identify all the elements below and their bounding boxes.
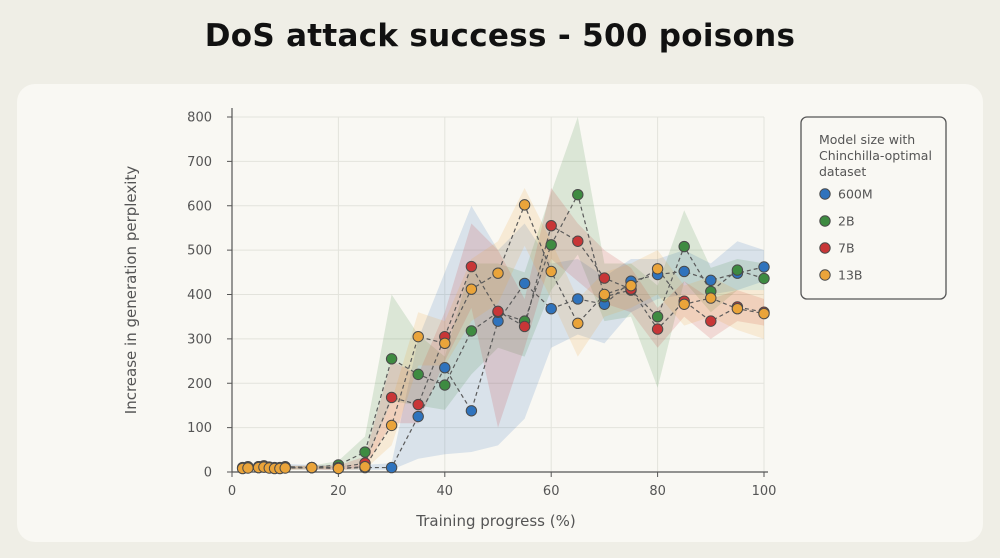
- point-13b: [545, 265, 557, 278]
- legend-label-13b: 13B: [838, 268, 862, 283]
- x-tick-label: 80: [649, 484, 666, 499]
- legend-label-2b: 2B: [838, 214, 855, 229]
- point-2b: [651, 310, 664, 323]
- point-13b: [332, 462, 345, 475]
- line-2b: [242, 193, 765, 469]
- point-7b: [465, 260, 478, 273]
- y-tick-label: 600: [187, 199, 212, 214]
- x-tick-label: 0: [228, 484, 236, 499]
- y-tick-label: 800: [187, 111, 212, 126]
- point-2b: [572, 188, 584, 201]
- legend-label-600m: 600M: [838, 187, 873, 202]
- point-2b: [545, 239, 557, 251]
- point-13b: [758, 307, 770, 320]
- point-13b: [306, 461, 318, 474]
- point-2b: [731, 264, 744, 276]
- point-2b: [465, 325, 478, 337]
- point-13b: [731, 303, 744, 315]
- point-600m: [758, 261, 770, 273]
- band-2b: [242, 117, 764, 470]
- x-tick-label: 40: [437, 484, 454, 499]
- y-axis-label: Increase in generation perplexity: [122, 166, 140, 415]
- x-tick-label: 20: [330, 484, 347, 499]
- y-tick-label: 700: [187, 155, 212, 170]
- legend-title-line-1: Model size with: [819, 132, 915, 147]
- point-7b: [545, 220, 557, 232]
- y-tick-label: 0: [204, 466, 212, 481]
- line-7b: [242, 224, 765, 470]
- point-600m: [412, 410, 424, 423]
- legend: Model size with Chinchilla-optimal datas…: [800, 116, 947, 300]
- series-points: [236, 188, 770, 475]
- band-600m: [242, 205, 764, 471]
- point-13b: [572, 317, 584, 330]
- point-13b: [678, 298, 690, 310]
- point-13b: [705, 292, 717, 304]
- point-13b: [385, 419, 398, 432]
- point-13b: [359, 460, 371, 473]
- point-13b: [598, 288, 611, 301]
- point-7b: [651, 323, 664, 335]
- legend-marker-2b: [819, 215, 831, 227]
- point-2b: [359, 446, 371, 458]
- x-tick-label: 60: [543, 484, 560, 499]
- point-13b: [518, 199, 531, 211]
- band-13b: [242, 188, 764, 471]
- y-tick-label: 100: [187, 421, 212, 436]
- legend-marker-13b: [819, 269, 831, 281]
- point-2b: [439, 379, 451, 391]
- point-600m: [572, 293, 584, 305]
- point-13b: [625, 279, 637, 292]
- legend-box: [800, 116, 947, 300]
- point-600m: [465, 405, 478, 417]
- point-13b: [465, 283, 478, 295]
- point-2b: [412, 368, 424, 381]
- point-2b: [678, 240, 690, 253]
- legend-title-line-3: dataset: [819, 164, 866, 179]
- x-axis-label: Training progress (%): [415, 512, 575, 530]
- axes: 0 20 40 60 80 100 0 100 200 300 400 500 600 700 800: [187, 108, 776, 499]
- point-13b: [412, 330, 424, 343]
- point-13b: [279, 462, 291, 474]
- point-7b: [598, 272, 611, 284]
- point-2b: [385, 353, 398, 365]
- y-tick-label: 300: [187, 332, 212, 347]
- point-600m: [678, 265, 690, 278]
- y-tick-label: 200: [187, 377, 212, 392]
- point-2b: [758, 272, 770, 285]
- point-7b: [385, 391, 398, 404]
- point-7b: [518, 320, 531, 333]
- point-7b: [412, 398, 424, 411]
- point-7b: [705, 315, 717, 327]
- point-600m: [385, 461, 398, 474]
- point-600m: [545, 303, 557, 315]
- point-600m: [439, 362, 451, 374]
- y-tick-label: 400: [187, 288, 212, 303]
- point-13b: [651, 263, 664, 275]
- legend-marker-600m: [819, 188, 831, 200]
- point-600m: [518, 277, 531, 290]
- legend-title-line-2: Chinchilla-optimal: [819, 148, 932, 163]
- confidence-bands: [242, 117, 764, 471]
- point-13b: [439, 337, 451, 350]
- x-tick-label: 100: [752, 484, 777, 499]
- y-tick-label: 500: [187, 244, 212, 259]
- band-7b: [242, 188, 764, 471]
- chart-title: DoS attack success - 500 poisons: [204, 18, 796, 54]
- point-13b: [492, 267, 504, 279]
- point-13b: [242, 462, 254, 474]
- point-600m: [705, 274, 717, 286]
- point-7b: [572, 235, 584, 247]
- point-7b: [492, 305, 504, 318]
- legend-marker-7b: [819, 242, 831, 254]
- legend-label-7b: 7B: [838, 241, 855, 256]
